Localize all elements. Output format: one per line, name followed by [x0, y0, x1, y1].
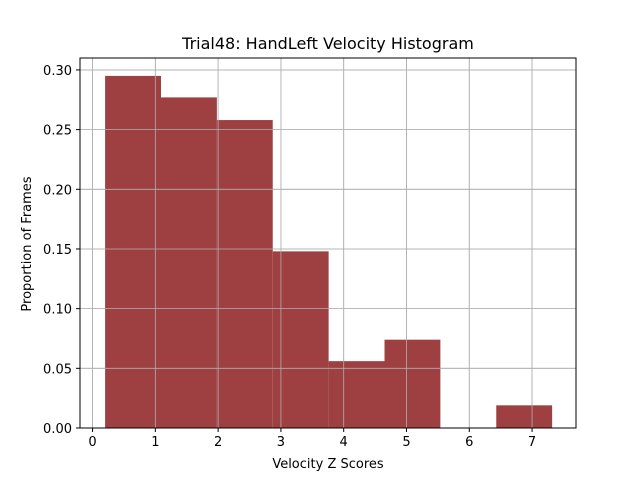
x-tick-label: 5 — [402, 435, 410, 450]
plot-frame — [79, 57, 577, 429]
y-tick-label: 0.25 — [43, 124, 72, 139]
x-tick-label: 3 — [277, 435, 285, 450]
x-tick-label: 2 — [214, 435, 222, 450]
bars-layer — [105, 75, 553, 429]
histogram-bar — [384, 339, 441, 428]
histogram-bar — [272, 251, 329, 428]
histogram-bar — [105, 75, 161, 428]
chart-title: Trial48: HandLeft Velocity Histogram — [181, 34, 474, 53]
x-tick-label: 0 — [88, 435, 96, 450]
x-tick-label: 1 — [151, 435, 159, 450]
y-tick-label: 0.15 — [43, 243, 72, 258]
histogram-bar — [216, 120, 273, 428]
axes-layer — [79, 57, 577, 429]
y-tick-label: 0.05 — [43, 362, 72, 377]
histogram-bar — [496, 405, 553, 428]
y-tick-label: 0.30 — [43, 64, 72, 79]
y-axis-label: Proportion of Frames — [20, 176, 35, 311]
x-tick-label: 7 — [528, 435, 536, 450]
y-tick-label: 0.10 — [43, 303, 72, 318]
y-tick-label: 0.20 — [43, 183, 72, 198]
ticks-layer: 0 1 2 3 4 5 6 7 0.00 0.05 0.10 0.15 0.20 0.25 0.30 — [43, 64, 536, 450]
histogram-bar — [328, 361, 385, 428]
x-axis-label: Velocity Z Scores — [272, 457, 384, 472]
y-tick-label: 0.00 — [43, 422, 72, 437]
x-tick-label: 6 — [465, 435, 473, 450]
x-tick-label: 4 — [340, 435, 348, 450]
histogram-bar — [160, 97, 217, 429]
